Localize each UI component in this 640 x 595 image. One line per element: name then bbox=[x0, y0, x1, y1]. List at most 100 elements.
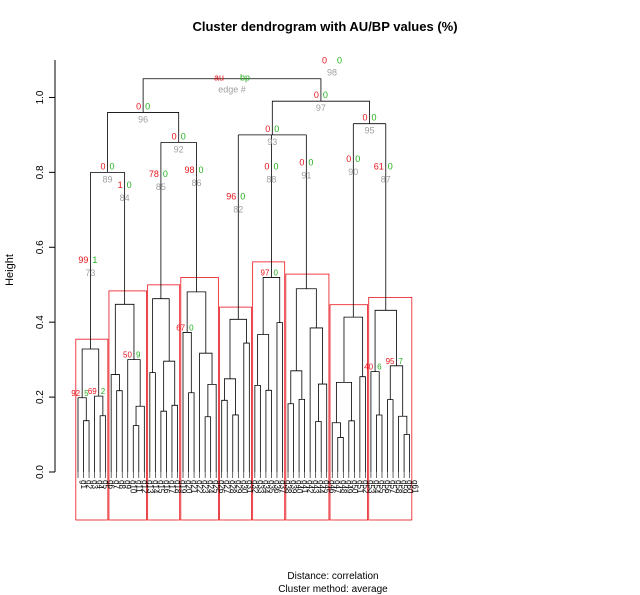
edge-label: 86 bbox=[191, 178, 201, 188]
dendrogram-link bbox=[132, 425, 140, 472]
edge-label: 97 bbox=[316, 103, 326, 113]
y-tick-label: 0.4 bbox=[35, 315, 46, 329]
dendrogram-link bbox=[160, 410, 167, 472]
leaf-label: g60 bbox=[405, 480, 414, 494]
leaf-label: g44 bbox=[317, 480, 326, 494]
dendrogram-link bbox=[182, 332, 192, 472]
au-label: 1 bbox=[118, 180, 123, 190]
bp-label: 0 bbox=[110, 161, 115, 171]
dendrogram-link bbox=[110, 374, 120, 472]
dendrogram-link bbox=[348, 420, 355, 472]
dendrogram-link bbox=[99, 415, 107, 472]
leaf-label: g10 bbox=[129, 480, 138, 494]
dendrogram-link bbox=[127, 359, 141, 472]
dendrogram-link bbox=[116, 390, 123, 472]
leaf-label: g16 bbox=[162, 480, 171, 494]
dendrogram-link bbox=[257, 334, 270, 391]
bp-label: 0 bbox=[355, 154, 360, 164]
dendrogram-link bbox=[152, 298, 170, 373]
edge-label: 85 bbox=[156, 182, 166, 192]
au-label: 78 bbox=[149, 169, 159, 179]
leaf-label: g57 bbox=[389, 480, 398, 494]
cluster-box bbox=[219, 306, 252, 521]
dendrogram-tree bbox=[77, 78, 411, 472]
dendrogram-link bbox=[207, 383, 217, 472]
dendrogram-link bbox=[335, 381, 352, 423]
au-label: 0 bbox=[101, 161, 106, 171]
leaf-label: g30 bbox=[239, 480, 248, 494]
leaf-label: g49 bbox=[344, 480, 353, 494]
y-tick-label: 0.8 bbox=[35, 165, 46, 179]
dendrogram-link bbox=[224, 378, 236, 415]
bp-value: 0 bbox=[273, 268, 278, 277]
dendrogram-link bbox=[204, 416, 212, 472]
leaf-label: g37 bbox=[278, 480, 287, 494]
dendrogram-link bbox=[254, 384, 261, 472]
bp-label: 0 bbox=[127, 180, 132, 190]
dendrogram-link bbox=[135, 405, 145, 472]
leaf-label: g42 bbox=[306, 480, 315, 494]
y-tick-label: 0.0 bbox=[35, 465, 46, 479]
cluster-box bbox=[329, 304, 369, 521]
leaf-label: g41 bbox=[300, 480, 309, 494]
dendrogram-link bbox=[403, 434, 411, 472]
edge-label: 90 bbox=[348, 167, 358, 177]
bp-label: 0 bbox=[323, 90, 328, 100]
dendrogram-link bbox=[243, 342, 250, 472]
leaf-label: g46 bbox=[328, 480, 337, 494]
au-label: 0 bbox=[314, 90, 319, 100]
dendrogram-link bbox=[163, 360, 176, 412]
leaf-label: g61 bbox=[411, 480, 420, 494]
edge-label: 82 bbox=[233, 204, 243, 214]
leaf-label: g7 bbox=[112, 480, 121, 489]
bp-value: 0 bbox=[189, 323, 194, 332]
leaf-label: g36 bbox=[272, 480, 281, 494]
leaf-label: g6 bbox=[107, 480, 116, 489]
dendrogram-link bbox=[188, 392, 195, 472]
leaf-label: g54 bbox=[372, 480, 381, 494]
edge-label: 84 bbox=[120, 193, 130, 203]
leaf-label: g25 bbox=[212, 480, 221, 494]
dendrogram-link bbox=[287, 403, 294, 472]
leaf-label: g15 bbox=[156, 480, 165, 494]
bp-label: 0 bbox=[308, 158, 313, 168]
dendrogram-link bbox=[171, 404, 178, 472]
cluster-box bbox=[285, 273, 330, 521]
y-tick-label: 0.2 bbox=[35, 390, 46, 404]
dendrogram-link bbox=[359, 376, 366, 472]
au-label: 61 bbox=[374, 161, 384, 171]
dendrogram-link bbox=[298, 398, 306, 472]
leaf-label: g23 bbox=[201, 480, 210, 494]
leaf-label: g56 bbox=[383, 480, 392, 494]
au-value: 40 bbox=[364, 363, 373, 372]
leaf-label: g18 bbox=[173, 480, 182, 494]
edge-label: 93 bbox=[267, 137, 277, 147]
bp-label: 0 bbox=[198, 165, 203, 175]
dendrogram-link bbox=[221, 399, 228, 472]
leaf-label: g58 bbox=[394, 480, 403, 494]
x-axis-label-distance: Distance: correlation bbox=[287, 571, 378, 582]
au-value: 97 bbox=[261, 268, 270, 277]
dendrogram-link bbox=[199, 352, 213, 472]
cluster-box bbox=[180, 277, 219, 521]
dendrogram-link bbox=[186, 291, 207, 354]
au-value: 95 bbox=[386, 357, 395, 366]
dendrogram-link bbox=[398, 415, 408, 472]
edge-label: 73 bbox=[85, 268, 95, 278]
dendrogram-link bbox=[77, 397, 87, 472]
au-label: 0 bbox=[363, 113, 368, 123]
leaf-label: g34 bbox=[261, 480, 270, 494]
cluster-box bbox=[75, 338, 109, 521]
dendrogram-link bbox=[374, 309, 397, 372]
leaf-label: g28 bbox=[228, 480, 237, 494]
leaf-label: g51 bbox=[355, 480, 364, 494]
x-axis-label-method: Cluster method: average bbox=[278, 584, 388, 595]
y-tick-label: 0.6 bbox=[35, 240, 46, 254]
leaf-label: g26 bbox=[217, 480, 226, 494]
leaf-label: g2 bbox=[85, 480, 94, 489]
leaf-label: g55 bbox=[377, 480, 386, 494]
dendrogram-link bbox=[318, 383, 328, 472]
au-label: 0 bbox=[299, 158, 304, 168]
leaf-label: g53 bbox=[366, 480, 375, 494]
